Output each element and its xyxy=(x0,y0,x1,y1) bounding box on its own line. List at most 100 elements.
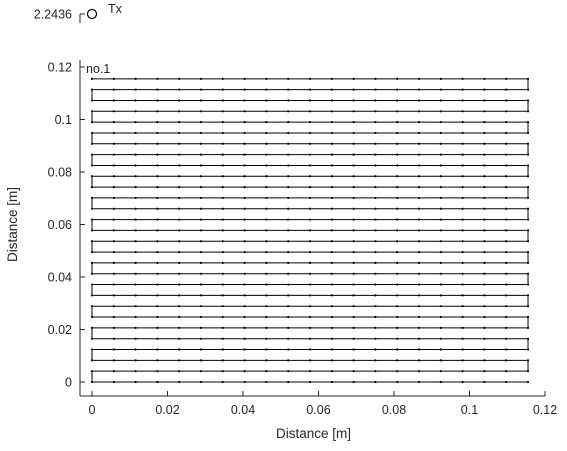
scan-point xyxy=(134,294,137,297)
scan-point xyxy=(352,164,355,167)
scan-point xyxy=(221,315,224,319)
scan-point xyxy=(287,250,290,254)
scan-point xyxy=(483,110,486,113)
scan-point xyxy=(112,229,115,232)
scan-point xyxy=(352,348,355,351)
scan-point xyxy=(243,229,246,232)
scan-point xyxy=(439,88,442,91)
scan-point xyxy=(90,110,94,113)
scan-point xyxy=(526,370,530,373)
scan-point xyxy=(396,380,399,384)
scan-point xyxy=(374,326,377,329)
scan-point xyxy=(156,229,159,232)
scan-point xyxy=(417,326,421,329)
scan-point xyxy=(461,370,464,373)
scan-point xyxy=(112,99,115,102)
scan-point xyxy=(156,99,159,102)
scan-point xyxy=(199,315,203,319)
scan-point xyxy=(308,77,312,80)
scan-point xyxy=(330,359,333,362)
scan-point xyxy=(243,315,246,319)
scan-point xyxy=(243,240,246,243)
scan-point xyxy=(265,196,268,200)
scan-point xyxy=(396,121,399,124)
scan-point xyxy=(374,305,377,308)
scan-point xyxy=(308,261,312,264)
scan-point xyxy=(330,88,333,91)
scan-point xyxy=(505,207,508,210)
scan-point xyxy=(221,294,224,297)
scan-point xyxy=(483,207,486,210)
scan-point xyxy=(112,240,115,243)
scan-point xyxy=(287,77,290,80)
scan-point xyxy=(178,294,181,297)
scan-point xyxy=(199,164,203,167)
scan-point xyxy=(461,207,464,210)
scan-point xyxy=(308,196,312,200)
scan-point xyxy=(352,77,355,80)
x-tick-label: 0.06 xyxy=(306,403,330,417)
y-tick-label: 0.04 xyxy=(48,271,72,285)
scan-point xyxy=(134,185,137,189)
scan-point xyxy=(221,326,224,329)
scan-point xyxy=(374,77,377,80)
scan-point xyxy=(505,218,508,221)
scan-point xyxy=(90,294,94,297)
scan-point xyxy=(417,88,421,91)
scan-point xyxy=(112,359,115,362)
scan-point xyxy=(461,142,464,145)
scan-point xyxy=(396,370,399,373)
scan-point xyxy=(483,142,486,145)
scan-point xyxy=(352,326,355,329)
scan-point xyxy=(526,315,530,319)
scan-point xyxy=(526,294,530,297)
scan-point xyxy=(396,196,399,200)
scan-point xyxy=(243,142,246,145)
scan-point xyxy=(374,110,377,113)
scan-point xyxy=(396,229,399,232)
scan-point xyxy=(156,326,159,329)
scan-point xyxy=(483,272,486,275)
scan-point xyxy=(374,131,377,135)
scan-point xyxy=(374,218,377,221)
scan-point xyxy=(505,315,508,319)
scan-point xyxy=(308,99,312,102)
scan-point xyxy=(308,240,312,243)
scan-point xyxy=(461,218,464,221)
scan-point xyxy=(178,77,181,80)
x-tick-label: 0.02 xyxy=(155,403,179,417)
scan-point xyxy=(265,207,268,210)
scan-point xyxy=(134,99,137,102)
scan-point xyxy=(439,250,442,254)
scan-point xyxy=(330,250,333,254)
scan-point xyxy=(417,99,421,102)
scan-point xyxy=(156,88,159,91)
scan-point xyxy=(178,110,181,113)
scan-point xyxy=(526,283,530,286)
scan-point xyxy=(439,196,442,200)
scan-point xyxy=(439,77,442,80)
scan-point xyxy=(352,294,355,297)
scan-point xyxy=(134,175,137,178)
scan-point xyxy=(112,153,115,156)
scan-point xyxy=(439,380,442,384)
scan-point xyxy=(178,359,181,362)
scan-point xyxy=(374,348,377,351)
scan-point xyxy=(396,326,399,329)
scan-point xyxy=(330,142,333,145)
scan-point xyxy=(483,315,486,319)
x-tick-label: 0.08 xyxy=(382,403,406,417)
y-tick-label: 0.1 xyxy=(55,113,72,127)
scan-point xyxy=(156,305,159,308)
scan-point xyxy=(526,110,530,113)
scan-point xyxy=(330,283,333,286)
scan-point xyxy=(417,370,421,373)
scan-point xyxy=(396,261,399,264)
scan-point xyxy=(178,272,181,275)
scan-point xyxy=(526,77,530,80)
scan-point xyxy=(178,315,181,319)
scan-point xyxy=(396,315,399,319)
scan-point xyxy=(352,240,355,243)
scan-point xyxy=(461,131,464,135)
scan-point xyxy=(112,121,115,124)
